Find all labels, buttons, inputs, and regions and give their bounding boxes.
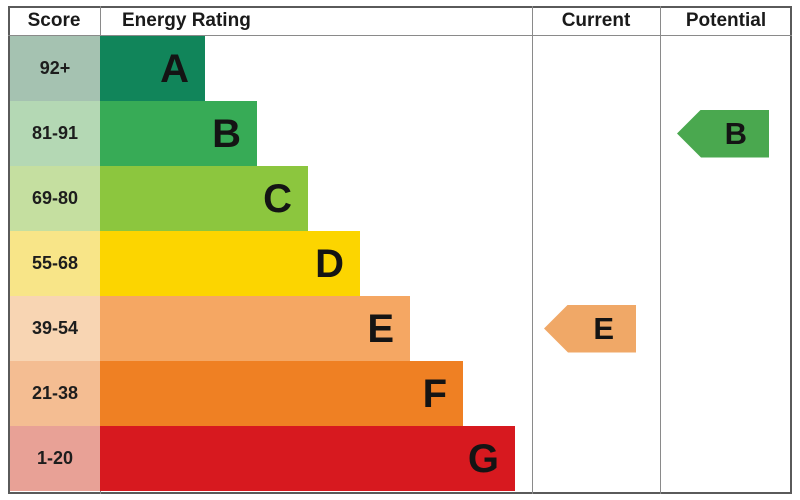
rating-bar-letter-a: A xyxy=(160,46,189,91)
header-energy-rating: Energy Rating xyxy=(122,10,251,31)
header-current: Current xyxy=(561,10,631,31)
header-score: Score xyxy=(27,10,81,31)
band-row-b: 81-91 B xyxy=(10,101,790,166)
score-cell-a: 92+ xyxy=(10,36,100,101)
score-cell-d: 55-68 xyxy=(10,231,100,296)
band-row-f: 21-38 F xyxy=(10,361,790,426)
column-divider-potential xyxy=(660,6,661,494)
band-row-d: 55-68 D xyxy=(10,231,790,296)
band-row-a: 92+ A xyxy=(10,36,790,101)
rating-bar-e: E xyxy=(100,296,410,361)
band-row-e: 39-54 E xyxy=(10,296,790,361)
score-cell-b: 81-91 xyxy=(10,101,100,166)
score-cell-f: 21-38 xyxy=(10,361,100,426)
rating-bar-a: A xyxy=(100,36,205,101)
rating-bar-letter-f: F xyxy=(422,371,447,416)
rating-bar-b: B xyxy=(100,101,257,166)
score-cell-c: 69-80 xyxy=(10,166,100,231)
rating-bar-letter-d: D xyxy=(315,241,344,286)
rating-bar-f: F xyxy=(100,361,463,426)
current-rating-arrow-letter: E xyxy=(593,311,614,346)
score-cell-g: 1-20 xyxy=(10,426,100,491)
table-header: Score Energy Rating Current Potential xyxy=(8,6,792,36)
chart-body: 92+ A 81-91 B 69-80 C 55-68 D 39-54 E 21-38 F 1-20 G E… xyxy=(10,36,790,492)
rating-bar-d: D xyxy=(100,231,360,296)
rating-bar-g: G xyxy=(100,426,515,491)
column-divider-current xyxy=(532,6,533,494)
rating-bar-letter-e: E xyxy=(367,306,394,351)
score-cell-e: 39-54 xyxy=(10,296,100,361)
rating-bar-letter-g: G xyxy=(467,436,499,481)
rating-bar-c: C xyxy=(100,166,308,231)
potential-rating-arrow-letter: B xyxy=(724,116,747,151)
rating-bar-letter-c: C xyxy=(263,176,292,221)
band-row-g: 1-20 G xyxy=(10,426,790,491)
header-potential: Potential xyxy=(685,10,767,31)
band-row-c: 69-80 C xyxy=(10,166,790,231)
rating-bar-letter-b: B xyxy=(212,111,241,156)
